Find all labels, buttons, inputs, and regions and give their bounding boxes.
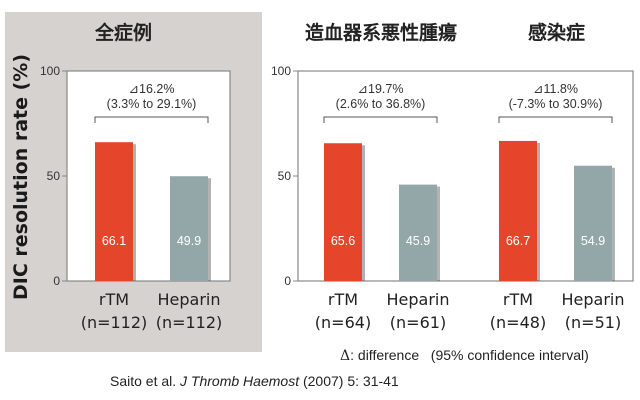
delta-symbol: Δ bbox=[340, 348, 351, 364]
category-label: rTM bbox=[503, 290, 533, 309]
y-tick-label: 50 bbox=[278, 169, 292, 183]
bar-value-label: 66.1 bbox=[102, 234, 126, 248]
bar-heparin bbox=[574, 165, 612, 281]
category-label: Heparin bbox=[158, 290, 221, 309]
category-label: Heparin bbox=[562, 290, 625, 309]
category-label: rTM bbox=[99, 290, 129, 309]
bar-value-label: 54.9 bbox=[581, 234, 605, 248]
y-tick-label: 100 bbox=[40, 64, 60, 78]
title-hematologic-malignancy: 造血器系悪性腫瘍 bbox=[305, 22, 458, 44]
bar-heparin bbox=[399, 184, 437, 281]
bar-heparin bbox=[170, 176, 208, 281]
bar-rtm bbox=[499, 140, 537, 281]
footnote-legend: Δ: difference (95% confidence interval) bbox=[340, 347, 589, 364]
difference-label: ⊿19.7% bbox=[358, 82, 404, 96]
citation-journal: J Thromb Haemost bbox=[180, 373, 300, 389]
difference-bracket bbox=[323, 116, 438, 123]
footnote-legend-text: : difference (95% confidence interval) bbox=[350, 347, 589, 363]
y-tick-label: 100 bbox=[271, 64, 291, 78]
category-n-label: (n=64) bbox=[315, 313, 371, 332]
title-infection: 感染症 bbox=[528, 22, 586, 44]
bar-rtm bbox=[95, 142, 133, 281]
difference-label: ⊿16.2% bbox=[129, 82, 175, 96]
citation-details: (2007) 5: 31-41 bbox=[299, 373, 399, 389]
citation-authors: Saito et al. bbox=[110, 373, 181, 389]
difference-bracket bbox=[498, 116, 613, 123]
title-all-cases: 全症例 bbox=[95, 22, 153, 44]
confidence-interval-label: (3.3% to 29.1%) bbox=[107, 97, 197, 111]
category-label: rTM bbox=[328, 290, 358, 309]
bar-value-label: 45.9 bbox=[406, 234, 430, 248]
difference-label: ⊿11.8% bbox=[533, 82, 578, 96]
bar-value-label: 65.6 bbox=[331, 234, 355, 248]
y-tick-label: 0 bbox=[284, 274, 291, 288]
confidence-interval-label: (-7.3% to 30.9%) bbox=[509, 97, 603, 111]
category-n-label: (n=48) bbox=[490, 313, 546, 332]
bar-value-label: 66.7 bbox=[506, 234, 530, 248]
bar-rtm bbox=[324, 143, 362, 281]
category-n-label: (n=112) bbox=[156, 313, 223, 332]
difference-bracket bbox=[94, 116, 209, 123]
category-n-label: (n=61) bbox=[390, 313, 446, 332]
category-label: Heparin bbox=[387, 290, 450, 309]
bar-value-label: 49.9 bbox=[177, 234, 201, 248]
y-tick-label: 50 bbox=[47, 169, 61, 183]
confidence-interval-label: (2.6% to 36.8%) bbox=[336, 97, 426, 111]
citation: Saito et al. J Thromb Haemost (2007) 5: … bbox=[110, 373, 399, 389]
category-n-label: (n=112) bbox=[81, 313, 148, 332]
y-tick-label: 0 bbox=[53, 274, 60, 288]
category-n-label: (n=51) bbox=[565, 313, 621, 332]
